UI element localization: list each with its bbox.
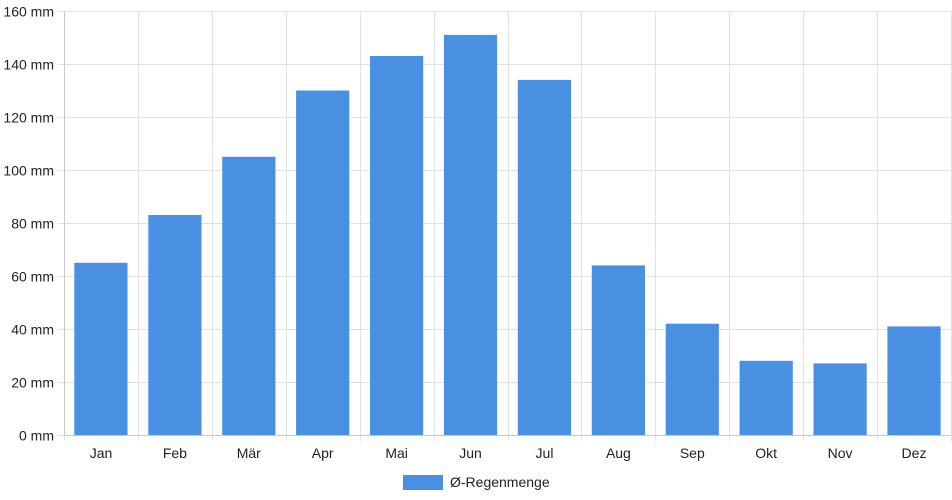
x-tick-label: Mär: [237, 445, 261, 461]
legend-swatch: [403, 475, 443, 490]
x-tick-label: Jan: [90, 445, 113, 461]
y-tick-label: 160 mm: [3, 4, 54, 20]
x-tick-label: Feb: [163, 445, 187, 461]
bar-Jan[interactable]: [74, 262, 128, 436]
bar-Mär[interactable]: [222, 156, 276, 436]
legend-label: Ø-Regenmenge: [450, 474, 550, 490]
x-tick-label: Sep: [680, 445, 705, 461]
y-tick-label: 60 mm: [11, 269, 54, 285]
x-tick-label: Dez: [902, 445, 927, 461]
x-axis-tick-labels: Jan Feb Mär Apr Mai Jun Jul Aug Sep Okt Nov Dez: [90, 445, 927, 461]
bar-Jul[interactable]: [517, 79, 571, 436]
bar-Okt[interactable]: [739, 360, 793, 435]
x-tick-label: Mai: [385, 445, 408, 461]
bar-Feb[interactable]: [148, 215, 202, 435]
y-axis-tick-labels: 0 mm 20 mm 40 mm 60 mm 80 mm 100 mm 120 mm 140 …: [3, 4, 54, 444]
y-tick-label: 100 mm: [3, 163, 54, 179]
y-tick-label: 80 mm: [11, 216, 54, 232]
y-tick-label: 120 mm: [3, 110, 54, 126]
y-tick-label: 0 mm: [19, 428, 54, 444]
x-tick-label: Jul: [536, 445, 554, 461]
x-tick-label: Jun: [459, 445, 482, 461]
x-tick-label: Okt: [755, 445, 777, 461]
bar-Mai[interactable]: [370, 56, 424, 435]
bar-Aug[interactable]: [591, 265, 645, 435]
bar-Apr[interactable]: [296, 90, 350, 436]
x-tick-label: Apr: [312, 445, 334, 461]
y-tick-label: 40 mm: [11, 322, 54, 338]
bar-Sep[interactable]: [665, 323, 719, 435]
y-tick-label: 20 mm: [11, 375, 54, 391]
bar-Dez[interactable]: [887, 326, 941, 435]
bars: [74, 34, 941, 436]
x-tick-label: Nov: [828, 445, 853, 461]
axes: [64, 11, 951, 436]
bar-Jun[interactable]: [443, 34, 498, 436]
y-tick-label: 140 mm: [3, 57, 54, 73]
legend[interactable]: Ø-Regenmenge: [403, 474, 550, 490]
bar-Nov[interactable]: [813, 363, 867, 435]
x-tick-label: Aug: [606, 445, 631, 461]
